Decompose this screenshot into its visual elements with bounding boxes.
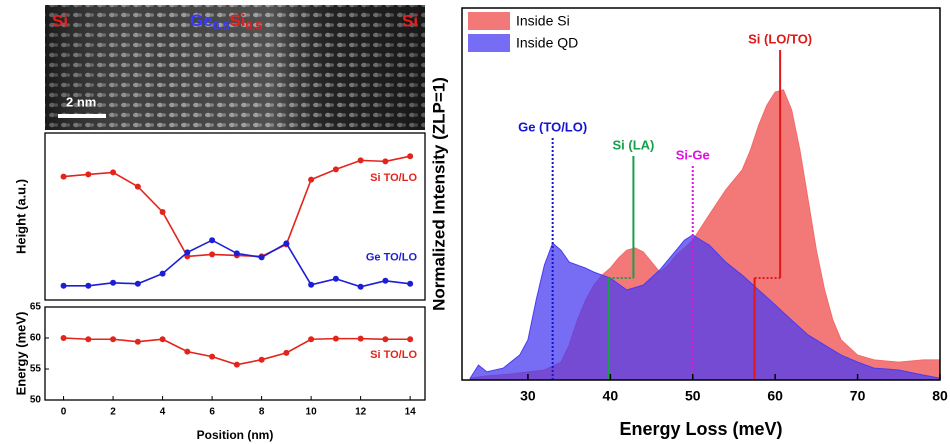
data-point: [283, 350, 289, 356]
x-tick-label: 60: [767, 388, 783, 404]
x-axis-label: Position (nm): [197, 428, 274, 442]
y-axis-label: Energy (meV): [13, 312, 28, 396]
annotation-label: Si (LO/TO): [748, 31, 812, 46]
x-tick-label: 12: [355, 407, 367, 418]
data-point: [135, 339, 141, 345]
data-point: [209, 251, 215, 257]
image-label: Si: [52, 11, 68, 30]
data-point: [333, 276, 339, 282]
x-tick-label: 80: [932, 388, 948, 404]
data-point: [85, 283, 91, 289]
data-point: [382, 158, 388, 164]
data-point: [160, 271, 166, 277]
image-label: Si: [402, 11, 418, 30]
y-tick-label: 65: [30, 302, 42, 313]
data-point: [160, 209, 166, 215]
data-point: [308, 177, 314, 183]
data-point: [110, 169, 116, 175]
data-point: [407, 336, 413, 342]
legend-swatch: [468, 12, 510, 30]
annotation-label: Ge (TO/LO): [518, 119, 587, 134]
data-point: [135, 184, 141, 190]
data-point: [184, 249, 190, 255]
x-axis-label: Energy Loss (meV): [619, 419, 782, 439]
legend-label: Inside QD: [516, 35, 578, 51]
y-axis-label: Height (a.u.): [13, 179, 28, 254]
data-point: [110, 280, 116, 286]
x-tick-label: 2: [110, 407, 116, 418]
data-point: [259, 254, 265, 260]
legend-label: Inside Si: [516, 13, 570, 29]
data-point: [333, 336, 339, 342]
scale-bar: [58, 114, 106, 118]
data-point: [85, 171, 91, 177]
data-point: [308, 282, 314, 288]
x-tick-label: 50: [685, 388, 701, 404]
series-line: [64, 240, 411, 287]
annotation-label: Si-Ge: [676, 147, 710, 162]
x-tick-label: 40: [603, 388, 619, 404]
y-tick-label: 55: [30, 364, 42, 375]
x-tick-label: 10: [306, 407, 318, 418]
series-label: Si TO/LO: [370, 349, 417, 361]
data-point: [358, 157, 364, 163]
label-sub: 0.5: [245, 19, 262, 33]
data-point: [184, 349, 190, 355]
data-point: [135, 281, 141, 287]
data-point: [110, 336, 116, 342]
label-part: Si: [229, 11, 245, 30]
data-point: [358, 284, 364, 290]
annotation-label: Si (LA): [612, 137, 654, 152]
data-point: [333, 166, 339, 172]
scale-bar-label: 2 nm: [66, 94, 96, 109]
x-tick-label: 0: [61, 407, 67, 418]
data-point: [283, 240, 289, 246]
data-point: [234, 362, 240, 368]
data-point: [160, 336, 166, 342]
label-sub: 0.5: [213, 19, 230, 33]
data-point: [382, 336, 388, 342]
figure: Si Ge0.5Si0.5 Si 2 nm Height (a.u.)Si TO…: [0, 0, 950, 444]
label-part: Ge: [190, 11, 213, 30]
data-point: [209, 354, 215, 360]
x-tick-label: 30: [520, 388, 536, 404]
data-point: [61, 174, 67, 180]
data-point: [407, 281, 413, 287]
series-label: Si TO/LO: [370, 172, 417, 184]
data-point: [259, 357, 265, 363]
data-point: [358, 336, 364, 342]
data-point: [85, 336, 91, 342]
stem-image: Si Ge0.5Si0.5 Si 2 nm: [45, 5, 425, 130]
data-point: [61, 335, 67, 341]
y-tick-label: 50: [30, 395, 42, 406]
plot-frame: [45, 133, 425, 300]
y-axis-label: Normalized Intensity (ZLP=1): [429, 77, 448, 311]
x-tick-label: 6: [209, 407, 215, 418]
data-point: [209, 237, 215, 243]
series-line: [64, 338, 411, 365]
x-tick-label: 70: [850, 388, 866, 404]
data-point: [407, 153, 413, 159]
data-point: [308, 336, 314, 342]
plot-frame: [45, 307, 425, 400]
data-point: [61, 283, 67, 289]
x-tick-label: 8: [259, 407, 265, 418]
series-label: Ge TO/LO: [366, 252, 418, 264]
legend-swatch: [468, 34, 510, 52]
data-point: [382, 278, 388, 284]
data-point: [234, 250, 240, 256]
x-tick-label: 4: [160, 407, 166, 418]
y-tick-label: 60: [30, 333, 42, 344]
x-tick-label: 14: [405, 407, 417, 418]
